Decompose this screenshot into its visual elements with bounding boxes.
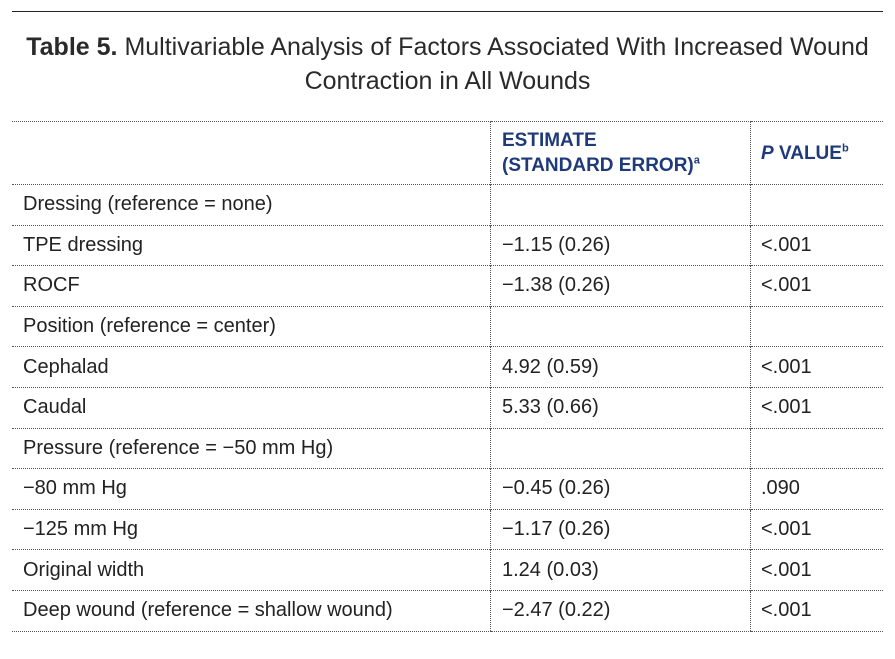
table-row: Caudal 5.33 (0.66) <.001 — [12, 386, 883, 429]
row-label: Position (reference = center) — [12, 305, 491, 347]
table-row: Original width 1.24 (0.03) <.001 — [12, 549, 883, 591]
top-rule — [12, 11, 883, 12]
row-label: ROCF — [12, 265, 491, 307]
header-p-footnote: b — [841, 142, 849, 155]
row-p-value: <.001 — [750, 508, 883, 550]
row-p-value: <.001 — [750, 224, 883, 266]
row-estimate: −2.47 (0.22) — [490, 589, 751, 632]
table-caption: Multivariable Analysis of Factors Associ… — [124, 33, 869, 95]
table-title: Table 5. Multivariable Analysis of Facto… — [12, 30, 883, 98]
row-label: −125 mm Hg — [12, 508, 491, 550]
row-p-value: .090 — [750, 468, 883, 510]
row-estimate: 1.24 (0.03) — [490, 549, 751, 591]
row-label: Cephalad — [12, 346, 491, 388]
row-label: Pressure (reference = −50 mm Hg) — [12, 427, 491, 469]
row-p-value: <.001 — [750, 549, 883, 591]
row-p-value: <.001 — [750, 265, 883, 307]
table-row: Deep wound (reference = shallow wound) −2… — [12, 589, 883, 632]
header-estimate-line1: ESTIMATE — [502, 130, 597, 151]
table-row: Position (reference = center) — [12, 305, 883, 347]
row-estimate: 4.92 (0.59) — [490, 346, 751, 388]
table-row: −80 mm Hg −0.45 (0.26) .090 — [12, 468, 883, 510]
row-label: −80 mm Hg — [12, 468, 491, 510]
row-label: Original width — [12, 549, 491, 591]
row-label: Dressing (reference = none) — [12, 184, 491, 226]
table-row: −125 mm Hg −1.17 (0.26) <.001 — [12, 508, 883, 550]
row-p-value — [750, 305, 883, 347]
header-estimate-line2: (STANDARD ERROR) — [502, 155, 694, 176]
row-estimate: −1.15 (0.26) — [490, 224, 751, 266]
table-row: Dressing (reference = none) — [12, 184, 883, 226]
results-table: ESTIMATE (STANDARD ERROR)a P VALUEb Dres… — [12, 121, 883, 632]
row-estimate: −1.38 (0.26) — [490, 265, 751, 307]
row-p-value: <.001 — [750, 386, 883, 429]
table-row: TPE dressing −1.15 (0.26) <.001 — [12, 224, 883, 266]
row-label: Caudal — [12, 386, 491, 429]
header-p-rest: VALUE — [773, 142, 842, 164]
row-estimate: 5.33 (0.66) — [490, 386, 751, 429]
table-body: Dressing (reference = none) TPE dressing −… — [12, 184, 883, 632]
row-estimate — [490, 427, 751, 469]
header-p-value: P VALUEb — [750, 121, 883, 185]
row-p-value — [750, 427, 883, 469]
row-estimate: −0.45 (0.26) — [490, 468, 751, 510]
table-row: Cephalad 4.92 (0.59) <.001 — [12, 346, 883, 388]
header-estimate: ESTIMATE (STANDARD ERROR)a — [490, 121, 751, 185]
header-p-letter: P — [761, 142, 774, 164]
row-estimate — [490, 184, 751, 226]
row-p-value: <.001 — [750, 346, 883, 388]
row-p-value: <.001 — [750, 589, 883, 632]
table-row: Pressure (reference = −50 mm Hg) — [12, 427, 883, 469]
table-number: Table 5. — [26, 33, 118, 61]
header-label-cell — [12, 121, 491, 185]
header-estimate-footnote: a — [693, 154, 700, 167]
table-row: ROCF −1.38 (0.26) <.001 — [12, 265, 883, 307]
row-estimate — [490, 305, 751, 347]
row-label: TPE dressing — [12, 224, 491, 266]
row-p-value — [750, 184, 883, 226]
row-label: Deep wound (reference = shallow wound) — [12, 589, 491, 632]
row-estimate: −1.17 (0.26) — [490, 508, 751, 550]
header-row: ESTIMATE (STANDARD ERROR)a P VALUEb — [12, 121, 883, 185]
